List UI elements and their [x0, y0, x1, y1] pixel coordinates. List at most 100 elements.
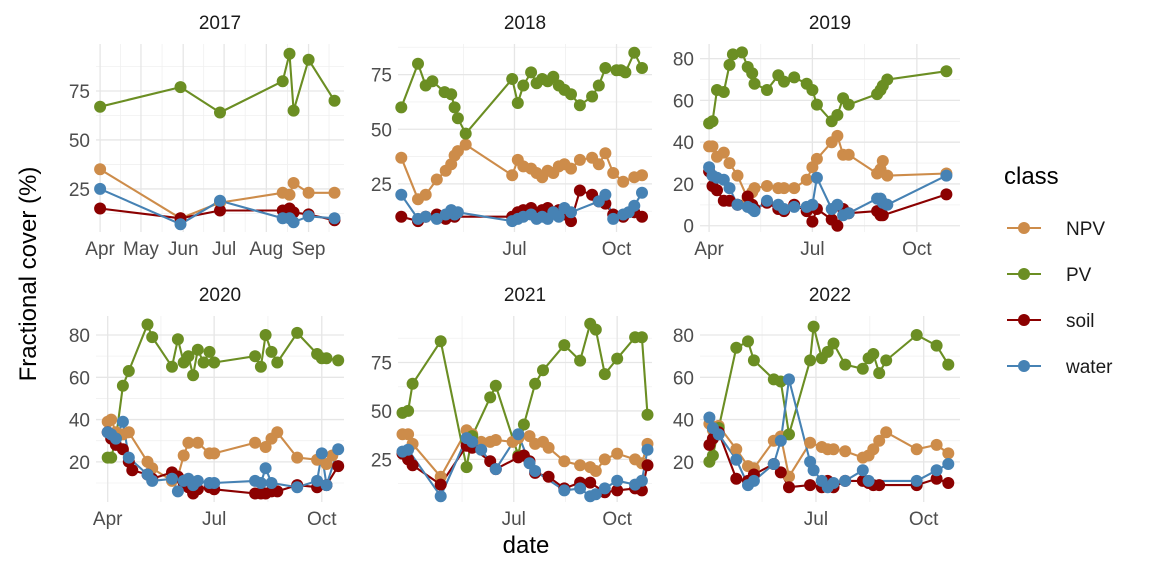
data-point-PV [174, 81, 187, 94]
data-point-PV [451, 112, 464, 125]
data-point-PV [592, 79, 605, 92]
data-point-soil [783, 481, 795, 494]
x-tick-label: Oct [602, 239, 632, 260]
data-point-water [611, 474, 624, 487]
data-point-NPV [748, 182, 761, 195]
data-point-water [910, 474, 923, 487]
data-point-water [589, 488, 602, 501]
y-axis-title: Fractional cover (%) [15, 167, 42, 382]
data-point-water [598, 482, 611, 495]
data-point-soil [873, 479, 886, 492]
data-point-NPV [287, 177, 300, 189]
data-point-NPV [831, 129, 844, 142]
legend-items: NPV PV soil water [1007, 219, 1113, 378]
data-point-water [783, 373, 795, 386]
data-point-PV [807, 320, 820, 333]
data-point-PV [599, 62, 612, 74]
data-point-PV [302, 53, 315, 66]
data-point-water [174, 218, 187, 231]
data-point-PV [778, 75, 790, 88]
data-point-soil [940, 188, 953, 201]
panel-title: 2017 [199, 13, 241, 34]
data-point-PV [598, 368, 611, 381]
data-point-NPV [283, 188, 296, 201]
data-point-soil [584, 476, 597, 489]
data-point-water [881, 198, 894, 211]
data-point-PV [214, 106, 226, 119]
data-point-PV [880, 354, 893, 367]
data-point-water [607, 212, 620, 225]
data-point-soil [542, 470, 555, 483]
x-tick-label: Aug [249, 239, 283, 260]
legend-title: class [1004, 163, 1059, 190]
data-point-water [831, 198, 844, 211]
data-point-water [109, 432, 122, 445]
panel-title: 2019 [809, 13, 851, 34]
data-point-PV [723, 58, 736, 71]
data-point-PV [412, 57, 424, 70]
data-point-water [166, 472, 178, 485]
data-point-NPV [402, 428, 415, 441]
x-tick-label: Oct [602, 509, 632, 530]
data-point-PV [573, 99, 586, 112]
data-point-NPV [881, 169, 894, 182]
panel-title: 2020 [199, 285, 241, 306]
data-point-PV [821, 345, 834, 358]
x-tick-label: Oct [307, 509, 337, 530]
data-point-water [122, 451, 135, 464]
data-point-PV [537, 364, 549, 377]
data-point-PV [804, 354, 817, 367]
data-point-PV [746, 67, 759, 80]
legend-item-soil: soil [1007, 311, 1095, 332]
data-point-NPV [328, 186, 341, 199]
data-point-PV [589, 323, 602, 336]
panel-title: 2021 [504, 285, 546, 306]
x-axis-title: date [503, 532, 550, 559]
x-tick-label: Jul [212, 239, 236, 260]
data-point-NPV [761, 180, 773, 192]
data-point-PV [856, 362, 869, 375]
data-point-NPV [259, 441, 272, 453]
data-point-water [395, 188, 408, 201]
series-line-water [107, 420, 340, 493]
data-point-PV [406, 377, 419, 390]
data-point-PV [332, 354, 345, 367]
data-point-PV [94, 100, 107, 113]
data-point-water [311, 474, 324, 487]
gridlines [96, 316, 344, 502]
data-point-water [320, 479, 333, 492]
y-tick-label: 60 [69, 368, 90, 389]
data-point-PV [122, 365, 135, 377]
data-point-PV [827, 337, 840, 350]
data-point-PV [940, 65, 953, 78]
data-point-NPV [249, 436, 262, 449]
data-point-NPV [867, 443, 880, 456]
data-point-PV [930, 339, 943, 352]
data-point-PV [635, 331, 648, 344]
data-point-NPV [730, 443, 743, 456]
data-point-NPV [810, 152, 823, 165]
data-point-PV [867, 348, 880, 360]
x-tick-label: May [123, 239, 159, 260]
data-point-water [302, 210, 315, 223]
data-point-PV [146, 331, 159, 344]
data-point-water [806, 198, 819, 211]
data-point-soil [332, 460, 345, 473]
data-point-PV [881, 73, 894, 86]
data-point-PV [187, 369, 200, 382]
data-point-PV [761, 84, 773, 96]
y-tick-label: 25 [371, 450, 392, 471]
data-point-PV [320, 352, 333, 365]
data-point-NPV [876, 155, 889, 167]
x-tick-label: Oct [902, 239, 932, 260]
panel-2021: 25 50 75 Jul Oct 2021 [371, 285, 654, 530]
data-point-PV [806, 84, 819, 96]
data-point-NPV [930, 438, 943, 451]
data-point-water [761, 194, 773, 207]
data-point-NPV [94, 163, 107, 176]
x-tick-label: Apr [85, 239, 115, 260]
data-point-water [315, 447, 328, 460]
data-point-water [635, 474, 648, 487]
data-point-NPV [105, 413, 118, 426]
data-point-soil [126, 464, 139, 477]
